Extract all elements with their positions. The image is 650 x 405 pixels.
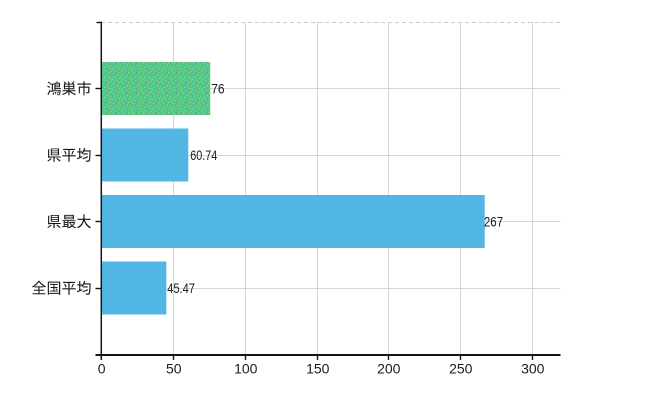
svg-text:150: 150 xyxy=(306,361,330,377)
svg-text:50: 50 xyxy=(166,361,182,377)
svg-text:45.47: 45.47 xyxy=(167,281,195,296)
svg-text:300: 300 xyxy=(521,361,545,377)
svg-text:0: 0 xyxy=(98,361,106,377)
svg-text:250: 250 xyxy=(449,361,473,377)
svg-text:60.74: 60.74 xyxy=(190,148,217,163)
svg-text:100: 100 xyxy=(234,361,258,377)
svg-text:200: 200 xyxy=(377,361,401,377)
svg-text:76: 76 xyxy=(211,81,224,96)
svg-text:267: 267 xyxy=(484,214,503,229)
